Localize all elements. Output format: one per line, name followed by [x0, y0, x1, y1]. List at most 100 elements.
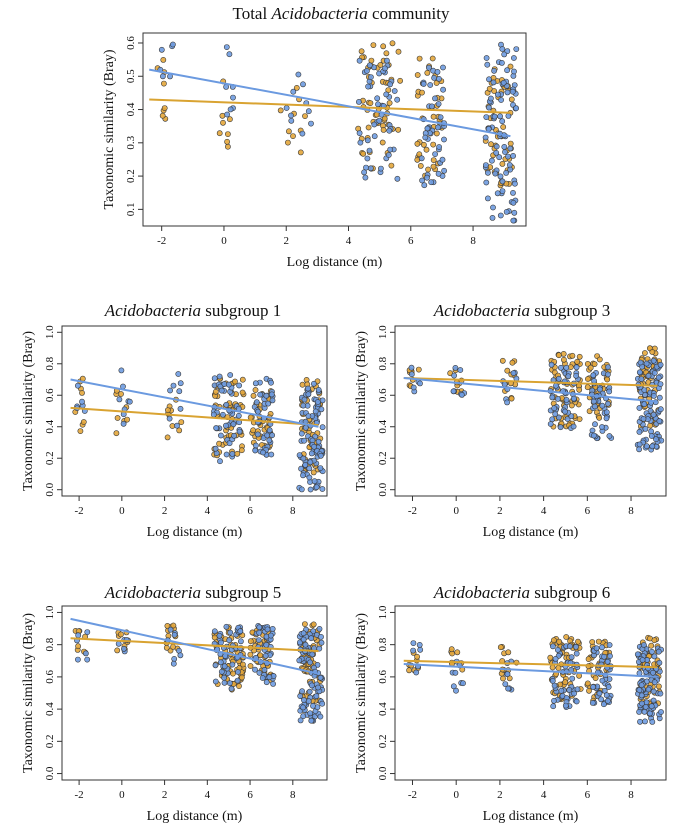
orange-point — [170, 622, 177, 629]
blue-point — [502, 149, 508, 155]
blue-point — [254, 431, 261, 438]
blue-point — [171, 632, 178, 638]
orange-point — [430, 157, 437, 163]
blue-point — [410, 640, 417, 646]
blue-point — [656, 418, 663, 424]
orange-point — [500, 675, 506, 682]
orange-point — [419, 89, 425, 96]
orange-point — [596, 356, 603, 363]
blue-point — [636, 369, 643, 376]
blue-point — [599, 644, 605, 651]
blue-point — [435, 170, 442, 177]
orange-point — [555, 665, 562, 671]
blue-point — [314, 399, 321, 405]
blue-point — [513, 46, 520, 52]
blue-point — [305, 413, 312, 419]
y-tick-label: 0.3 — [125, 135, 137, 149]
orange-point — [163, 644, 170, 651]
plot-frame — [394, 605, 667, 781]
chart-title: Acidobacteria subgroup 6 — [433, 583, 611, 602]
blue-point — [499, 188, 506, 194]
blue-point — [264, 432, 271, 439]
blue-point — [317, 713, 324, 720]
blue-point — [297, 717, 304, 724]
blue-point — [307, 659, 313, 666]
blue-point — [657, 381, 664, 387]
blue-point — [300, 630, 307, 637]
blue-point — [482, 162, 489, 168]
blue-trend-line — [70, 617, 319, 675]
blue-point — [115, 640, 122, 647]
blue-point — [253, 399, 260, 406]
blue-point — [225, 381, 232, 388]
x-tick-label: -2 — [157, 235, 166, 247]
orange-point — [388, 162, 395, 169]
blue-point — [263, 642, 270, 648]
blue-point — [510, 189, 516, 196]
orange-point — [211, 634, 218, 641]
blue-point — [657, 690, 664, 697]
x-tick-label: 6 — [585, 505, 591, 517]
blue-point — [638, 692, 645, 699]
blue-point — [501, 143, 508, 150]
blue-point — [297, 693, 304, 699]
blue-point — [226, 637, 233, 644]
blue-trend-line — [403, 663, 658, 678]
x-axis-label: Log distance (m) — [483, 809, 579, 824]
blue-point — [591, 432, 597, 439]
blue-point — [170, 382, 177, 389]
y-tick-label: 0.8 — [377, 637, 389, 651]
blue-point — [571, 395, 577, 402]
blue-point — [636, 428, 643, 435]
orange-point — [114, 647, 121, 654]
y-tick-label: 1.0 — [377, 325, 389, 339]
blue-point — [568, 654, 575, 661]
y-tick-label: 0.2 — [377, 734, 389, 748]
orange-point — [417, 162, 424, 169]
orange-point — [448, 646, 455, 653]
blue-point — [365, 83, 371, 90]
orange-point — [424, 70, 431, 76]
orange-point — [380, 43, 387, 50]
orange-point — [302, 113, 308, 119]
y-tick-label: 0.1 — [125, 202, 137, 216]
orange-point — [576, 386, 583, 393]
orange-point — [486, 85, 493, 92]
orange-point — [365, 124, 372, 131]
blue-point — [601, 701, 607, 708]
orange-point — [290, 133, 296, 139]
chart-panel-2: Acidobacteria subgroup 1 -2 0 2 4 6 8 0.0 0.2 0.4… — [21, 301, 328, 540]
blue-point — [598, 696, 604, 703]
blue-point — [596, 690, 603, 697]
y-tick-label: 0.5 — [125, 69, 137, 83]
blue-point — [237, 628, 244, 635]
blue-point — [636, 441, 643, 448]
orange-point — [220, 119, 226, 126]
blue-point — [363, 68, 370, 74]
points-layer — [70, 617, 326, 724]
blue-point — [641, 642, 647, 648]
x-tick-label: 0 — [453, 789, 459, 801]
blue-point — [655, 374, 662, 381]
blue-point — [651, 370, 658, 376]
blue-point — [357, 139, 364, 146]
blue-point — [605, 684, 612, 690]
orange-point — [377, 62, 384, 68]
orange-point — [293, 85, 300, 91]
blue-point — [485, 104, 492, 111]
blue-point — [658, 709, 664, 715]
blue-point — [167, 626, 174, 633]
plot-frame — [142, 32, 527, 227]
orange-point — [395, 48, 402, 55]
y-tick-label: 0.6 — [377, 670, 389, 684]
orange-point — [310, 469, 317, 476]
orange-point — [651, 637, 658, 644]
blue-point — [487, 95, 494, 102]
orange-point — [414, 653, 420, 660]
blue-point — [590, 398, 597, 405]
blue-point — [648, 433, 655, 439]
blue-point — [589, 700, 596, 706]
blue-point — [647, 710, 653, 717]
blue-point — [650, 669, 656, 676]
blue-point — [300, 697, 307, 703]
